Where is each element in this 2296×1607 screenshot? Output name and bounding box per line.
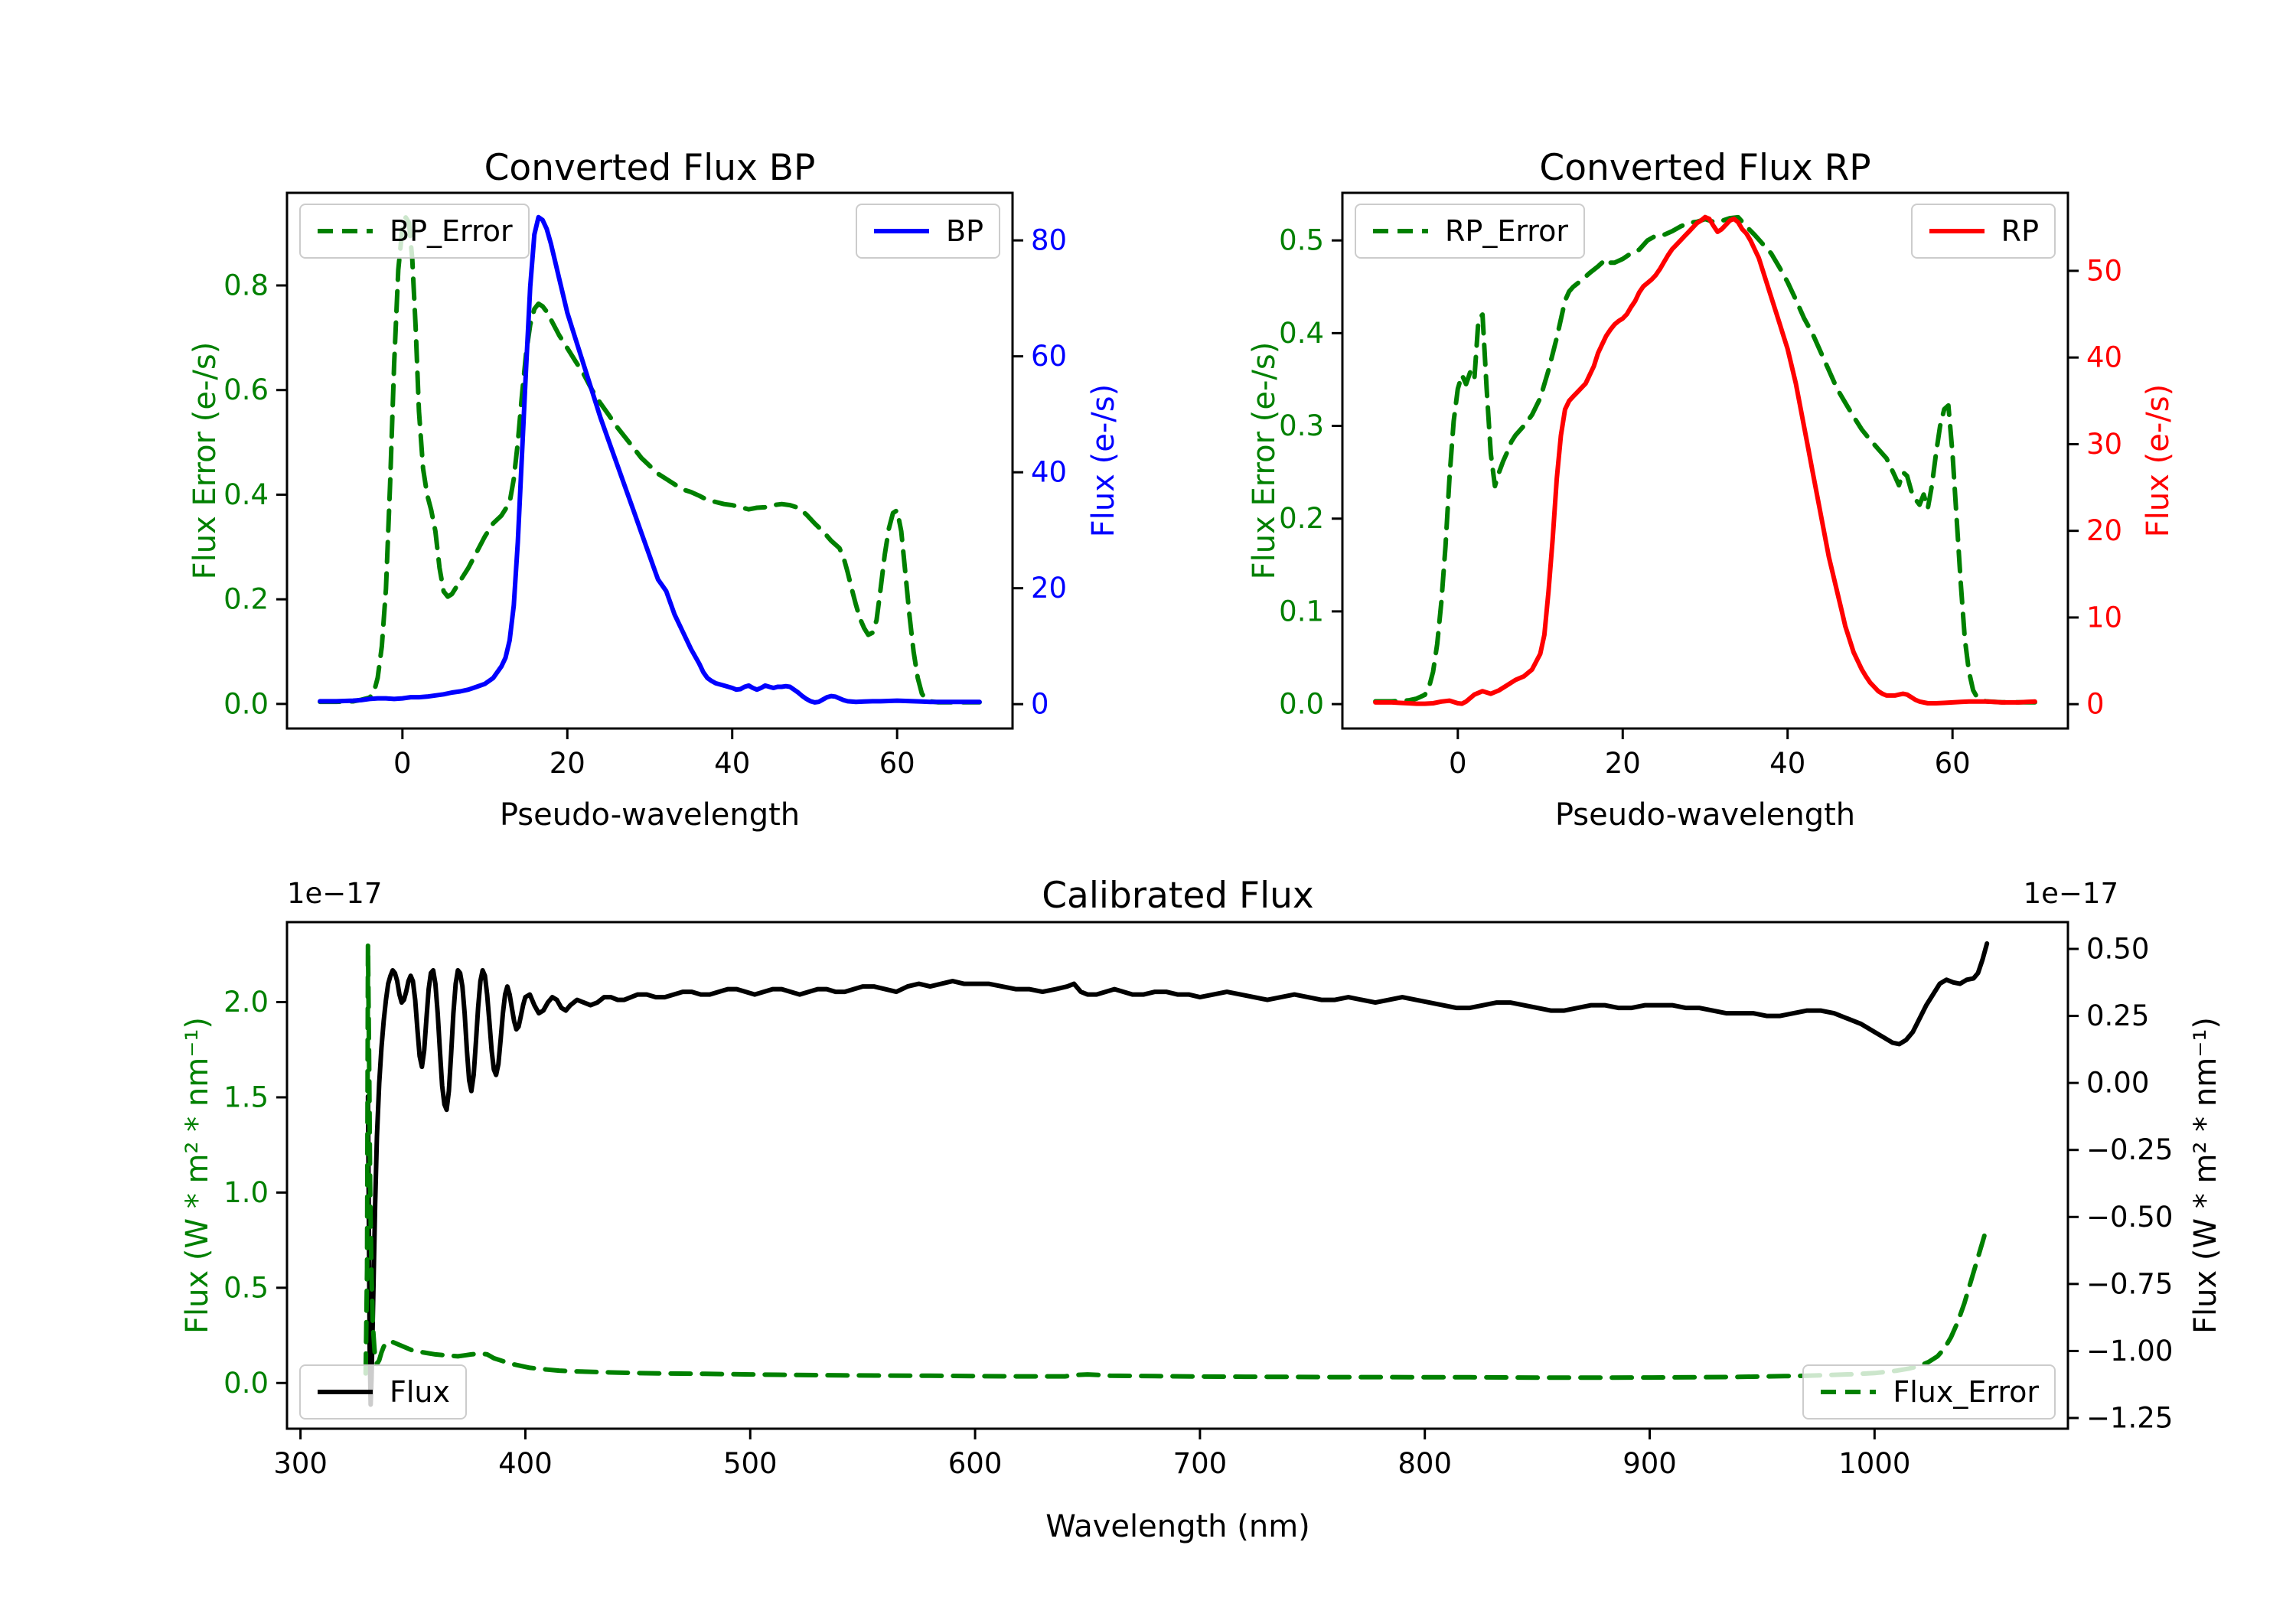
- legend-label-bp-error: BP_Error: [390, 214, 513, 248]
- y-tick-label-left: 0.0: [223, 1367, 269, 1400]
- x-tick-label: 0: [393, 747, 412, 780]
- flux-legend-line-icon: [318, 1390, 373, 1394]
- y-tick-label-right: 60: [1031, 340, 1067, 373]
- ylabel-rp-right: Flux (e-/s): [2141, 383, 2176, 538]
- ylabel-rp-left: Flux Error (e-/s): [1247, 341, 1282, 580]
- xlabel-calibrated: Wavelength (nm): [1045, 1509, 1310, 1544]
- legend-label-rp-error: RP_Error: [1445, 214, 1568, 248]
- y-tick-label-left: 0.8: [223, 269, 269, 302]
- y-tick-label-left: 0.5: [223, 1271, 269, 1304]
- BP-line: [318, 214, 982, 705]
- ylabel-bp-right: Flux (e-/s): [1086, 383, 1121, 538]
- x-tick-label: 1000: [1838, 1447, 1910, 1480]
- BP_Error-line: [318, 215, 982, 705]
- title-calibrated-flux: Calibrated Flux: [1042, 875, 1314, 917]
- x-tick-label: 400: [498, 1447, 553, 1480]
- legend-bp: BP: [856, 204, 1000, 259]
- y-tick-label-right: 40: [2086, 341, 2122, 374]
- converted-flux-bp-plot: 0 20 40 60 0.0 0.2 0.4 0.6 0.8 0 20 40 60 80: [223, 191, 1067, 780]
- legend-bp-error: BP_Error: [299, 204, 530, 259]
- y-tick-label-left: 1.5: [223, 1081, 269, 1113]
- x-tick-label: 700: [1173, 1447, 1228, 1480]
- x-tick-label: 20: [1605, 747, 1641, 780]
- x-tick-label: 500: [723, 1447, 778, 1480]
- xlabel-bp: Pseudo-wavelength: [499, 797, 801, 833]
- ylabel-calibrated-left: Flux (W * m² * nm⁻¹): [180, 1017, 215, 1334]
- y-tick-label-right: −0.25: [2086, 1133, 2173, 1166]
- y-tick-label-left: 0.4: [1279, 317, 1324, 350]
- RP_Error-line: [1373, 214, 2037, 705]
- y-tick-label-right: 50: [2086, 254, 2122, 287]
- x-tick-label: 20: [550, 747, 585, 780]
- y-tick-label-right: 30: [2086, 428, 2122, 461]
- legend-label-bp: BP: [946, 214, 983, 248]
- title-converted-flux-rp: Converted Flux RP: [1539, 147, 1871, 189]
- y-tick-label-right: 80: [1031, 224, 1067, 257]
- ylabel-bp-left: Flux Error (e-/s): [188, 341, 223, 580]
- legend-flux-error: Flux_Error: [1802, 1364, 2056, 1420]
- legend-label-rp: RP: [2001, 214, 2039, 248]
- x-tick-label: 600: [948, 1447, 1003, 1480]
- x-tick-label: 60: [1935, 747, 1971, 780]
- y-tick-label-right: 0: [1031, 688, 1049, 721]
- converted-flux-rp-plot: 0 20 40 60 0.0 0.1 0.2 0.3 0.4 0.5 0 10 20 30 40 50: [1279, 191, 2122, 780]
- y-tick-label-right: −0.50: [2086, 1201, 2173, 1234]
- x-tick-label: 800: [1397, 1447, 1452, 1480]
- rp-error-legend-line-icon: [1373, 229, 1428, 233]
- bp-error-legend-line-icon: [318, 229, 373, 233]
- Flux-line: [365, 941, 1990, 1407]
- converted-flux-rp-frame: [1341, 191, 2069, 730]
- y-tick-label-right: 20: [1031, 572, 1067, 605]
- x-tick-label: 60: [879, 747, 915, 780]
- y-tick-label-right: −1.25: [2086, 1401, 2173, 1434]
- legend-label-flux: Flux: [390, 1375, 450, 1409]
- offset-text-right: 1e−17: [2023, 877, 2118, 910]
- y-tick-label-left: 1.0: [223, 1176, 269, 1209]
- y-tick-label-right: −1.00: [2086, 1335, 2173, 1367]
- y-tick-label-right: 0.25: [2086, 999, 2149, 1032]
- y-tick-label-right: −0.75: [2086, 1267, 2173, 1300]
- rp-legend-line-icon: [1929, 229, 1985, 233]
- y-tick-label-right: 0.00: [2086, 1067, 2149, 1100]
- y-tick-label-left: 2.0: [223, 986, 269, 1019]
- x-tick-label: 40: [714, 747, 750, 780]
- RP-line: [1373, 214, 2037, 706]
- legend-rp-error: RP_Error: [1355, 204, 1585, 259]
- ylabel-calibrated-right: Flux (W * m² * nm⁻¹): [2188, 1017, 2223, 1334]
- calibrated-flux-frame: [285, 921, 2069, 1430]
- x-tick-label: 0: [1449, 747, 1467, 780]
- y-tick-label-left: 0.4: [223, 478, 269, 511]
- y-tick-label-right: 20: [2086, 514, 2122, 547]
- title-converted-flux-bp: Converted Flux BP: [484, 147, 816, 189]
- x-tick-label: 40: [1769, 747, 1805, 780]
- calibrated-flux-plot: 300 400 500 600 700 800 900 1000 0.0 0.5 1.0 1.5 2.0…: [223, 921, 2173, 1480]
- y-tick-label-left: 0.2: [223, 583, 269, 616]
- x-tick-label: 300: [273, 1447, 328, 1480]
- y-tick-label-left: 0.3: [1279, 409, 1324, 442]
- x-tick-label: 900: [1623, 1447, 1677, 1480]
- converted-flux-bp-frame: [285, 191, 1014, 730]
- y-tick-label-right: 0.50: [2086, 933, 2149, 966]
- legend-rp: RP: [1910, 204, 2056, 259]
- legend-flux: Flux: [299, 1364, 467, 1420]
- y-tick-label-left: 0.0: [1279, 688, 1324, 721]
- xlabel-rp: Pseudo-wavelength: [1554, 797, 1856, 833]
- y-tick-label-left: 0.5: [1279, 224, 1324, 257]
- y-tick-label-left: 0.2: [1279, 502, 1324, 535]
- flux-error-legend-line-icon: [1821, 1390, 1877, 1394]
- offset-text-left: 1e−17: [287, 877, 383, 910]
- y-tick-label-right: 0: [2086, 688, 2105, 721]
- y-tick-label-left: 0.0: [223, 687, 269, 720]
- y-tick-label-left: 0.6: [223, 373, 269, 406]
- y-tick-label-right: 10: [2086, 601, 2122, 634]
- y-tick-label-left: 0.1: [1279, 595, 1324, 627]
- bp-legend-line-icon: [874, 229, 930, 233]
- y-tick-label-right: 40: [1031, 456, 1067, 489]
- legend-label-flux-error: Flux_Error: [1893, 1375, 2039, 1409]
- Flux_Error-line: [363, 942, 1990, 1380]
